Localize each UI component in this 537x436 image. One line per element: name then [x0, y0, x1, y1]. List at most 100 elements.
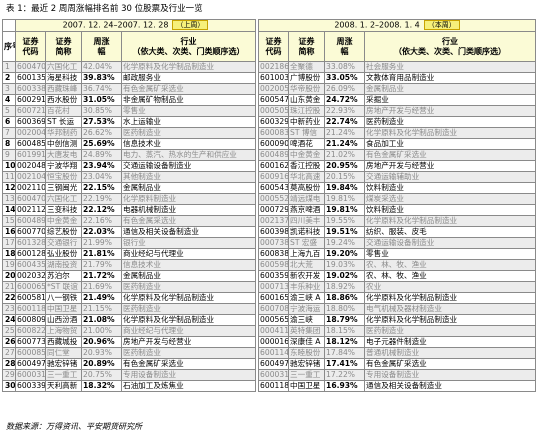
left-industry: 信息技术业: [120, 138, 257, 150]
left-change: 22.12%: [81, 204, 122, 216]
left-code: 002048: [15, 160, 46, 172]
header-code-left: 证券 代码: [15, 31, 46, 62]
right-change: 18.92%: [324, 281, 366, 293]
left-industry: 非金属矿物制品业: [120, 94, 257, 106]
header-name-left: 证券 简称: [45, 31, 82, 62]
right-code: 600547: [258, 94, 290, 106]
left-industry: 通信及相关设备制造业: [120, 226, 257, 238]
right-industry: 文教体育用品制造业: [364, 72, 537, 84]
left-name: 恒宝股份: [45, 171, 82, 183]
right-industry: 医药制造业: [364, 116, 537, 128]
left-industry: 有色金属矿采选业: [120, 83, 257, 95]
left-code: 002032: [15, 270, 46, 282]
row-number: 6: [2, 116, 16, 128]
row-number: 14: [2, 204, 16, 216]
right-code: 600598: [258, 259, 290, 271]
row-number: 4: [2, 94, 16, 106]
left-industry: 医药制造业: [120, 281, 257, 293]
right-industry: 社会服务业: [364, 61, 537, 73]
right-industry: 专用设备制造业: [364, 369, 537, 381]
header-num: 序号: [2, 31, 16, 62]
left-industry: 石油加工及炼焦业: [120, 380, 257, 392]
left-name: 海星科技: [45, 72, 82, 84]
table-row: 23 600118 中国卫星 21.15% 医药制造业 600708 宁波海运 18.80% 电…: [2, 303, 537, 315]
row-number: 22: [2, 292, 16, 304]
left-change: 21.72%: [81, 270, 122, 282]
left-code: 600581: [15, 292, 46, 304]
left-change: 21.69%: [81, 281, 122, 293]
right-name: 靖远煤电: [288, 193, 326, 205]
right-industry: 有色金属矿采选业: [364, 358, 537, 370]
right-code: 600090: [258, 138, 290, 150]
left-name: 中国卫星: [45, 303, 82, 315]
right-name: 广博股份: [288, 72, 326, 84]
right-code: 000713: [258, 281, 290, 293]
right-name: 渝三峡: [288, 314, 326, 326]
right-industry: 普通机械制造业: [364, 347, 537, 359]
left-name: 西藏珠峰: [45, 83, 82, 95]
right-code: 000565: [258, 314, 290, 326]
left-change: 23.04%: [81, 171, 122, 183]
left-code: 600470: [15, 193, 46, 205]
right-industry: 饮料制造业: [364, 204, 537, 216]
left-name: *ST 联谊: [45, 281, 82, 293]
table-row: 27 600085 同仁堂 20.93% 医药制造业 600114 东睦股份 17.84% 普通…: [2, 347, 537, 359]
left-name: 交通银行: [45, 237, 82, 249]
left-change: 22.03%: [81, 226, 122, 238]
right-code: 600162: [258, 160, 290, 172]
right-name: 燕京啤酒: [288, 204, 326, 216]
row-number: 29: [2, 369, 16, 381]
right-change: 17.41%: [324, 358, 366, 370]
table-row: 14 002112 三变科技 22.12% 电器机械制造业 000729 燕京啤酒 19.81…: [2, 204, 537, 216]
header-line: 证券: [298, 37, 315, 46]
left-change: 39.83%: [81, 72, 122, 84]
row-number: 12: [2, 182, 16, 194]
header-line: 证券: [22, 37, 39, 46]
right-name: 华帝股份: [288, 83, 326, 95]
right-industry: 煤炭采选业: [364, 193, 537, 205]
left-change: 18.32%: [81, 380, 122, 392]
right-name: 山东黄金: [288, 94, 326, 106]
right-code: 000738: [258, 237, 290, 249]
right-change: 19.20%: [324, 248, 366, 260]
left-code: 600770: [15, 226, 46, 238]
table-row: 8 600485 中创信测 25.69% 信息技术业 600090 啤酒花 21.24% 食品加…: [2, 138, 537, 150]
left-name: 宁波华翔: [45, 160, 82, 172]
left-name: 湖南投资: [45, 259, 82, 271]
left-code: 002110: [15, 182, 46, 194]
right-industry: 房地产开发与经营业: [364, 105, 537, 117]
right-change: 33.08%: [324, 61, 366, 73]
left-change: 20.75%: [81, 369, 122, 381]
right-change: 19.51%: [324, 226, 366, 238]
right-name: 东睦股份: [288, 347, 326, 359]
right-name: 深康佳 A: [288, 336, 326, 348]
right-name: 莫高股份: [288, 182, 326, 194]
table-row: 19 600435 湖南投资 21.79% 信息技术业 600598 北大荒 19.03% 农、…: [2, 259, 537, 271]
left-code: 600773: [15, 336, 46, 348]
left-name: 中金黄金: [45, 215, 82, 227]
left-code: 600128: [15, 248, 46, 260]
row-number: 18: [2, 248, 16, 260]
header-line: 行业: [442, 37, 459, 46]
left-change: 27.53%: [81, 116, 122, 128]
row-number: 16: [2, 226, 16, 238]
table-row: 22 600581 八一钢铁 21.49% 化学原料及化学制品制造业 600165 渝三峡 …: [2, 292, 537, 304]
right-industry: 化学原料及化学制品制造业: [364, 215, 537, 227]
header-line: 周涨: [336, 37, 353, 46]
table-row: 9 601991 大唐发电 24.89% 电力、蒸汽、热水的生产和供应业 600489 中金…: [2, 149, 537, 161]
left-industry: 电器机械制造业: [120, 204, 257, 216]
table-row: 20 002032 苏泊尔 21.72% 金属制品业 600359 新农开发 19.02% 农、…: [2, 270, 537, 282]
table-row: 26 600773 西藏城投 20.96% 房地产开发与经营业 000016 深康佳 A 18…: [2, 336, 537, 348]
left-code: 600339: [15, 380, 46, 392]
ranking-table: 2007. 12. 24–2007. 12. 28 （上周） 2008. 1. 2…: [2, 19, 537, 392]
right-code: 600359: [258, 270, 290, 282]
right-name: 华北高速: [288, 171, 326, 183]
left-code: 600485: [15, 138, 46, 150]
left-code: 600721: [15, 105, 46, 117]
right-name: 中新药业: [288, 116, 326, 128]
header-pct-left: 周涨幅: [81, 31, 122, 62]
left-name: 天利高新: [45, 380, 82, 392]
header-line: （依大类、次类、门类顺序选）: [132, 46, 245, 56]
left-change: 22.19%: [81, 193, 122, 205]
right-code: 600398: [258, 226, 290, 238]
